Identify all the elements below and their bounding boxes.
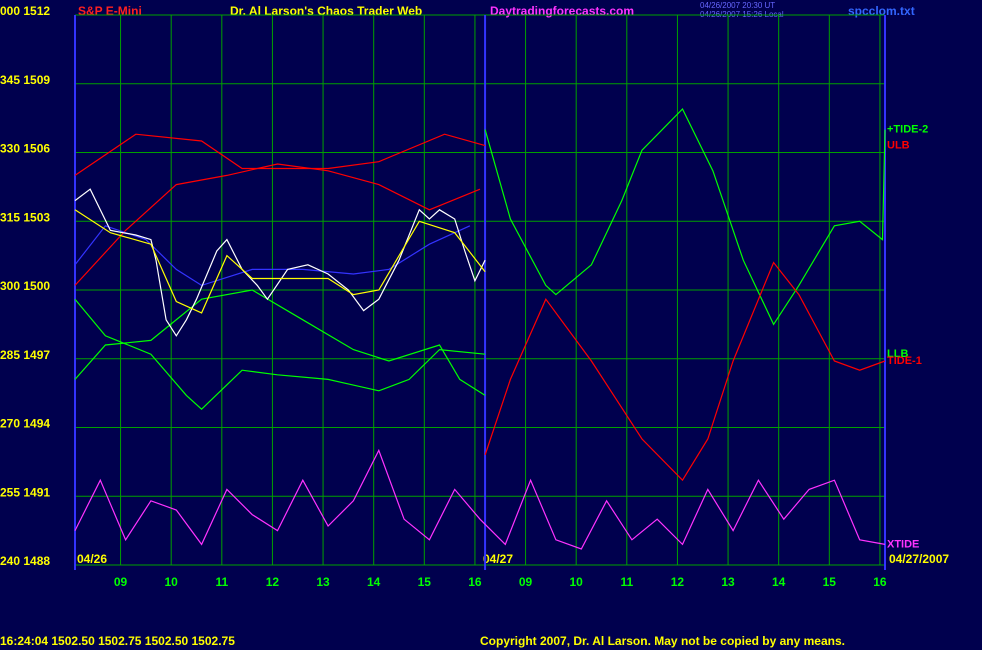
x-tick-label: 16 bbox=[873, 575, 887, 589]
x-tick-label: 16 bbox=[468, 575, 482, 589]
site: Daytradingforecasts.com bbox=[490, 4, 634, 18]
chart-title: Dr. Al Larson's Chaos Trader Web bbox=[230, 4, 422, 18]
series-label: +TIDE-2 bbox=[887, 123, 928, 135]
x-tick-label: 10 bbox=[570, 575, 584, 589]
date-start: 04/26 bbox=[77, 552, 107, 566]
stamp-ut: 04/26/2007 20:30 UT bbox=[700, 1, 775, 10]
series-line bbox=[74, 448, 886, 550]
series-line bbox=[74, 163, 481, 286]
series-label: ULB bbox=[887, 140, 910, 152]
x-tick-label: 13 bbox=[721, 575, 735, 589]
y-tick-label: 315 1503 bbox=[0, 210, 50, 224]
series-line bbox=[74, 209, 486, 314]
x-tick-label: 13 bbox=[316, 575, 330, 589]
series-line bbox=[484, 107, 886, 326]
symbol: S&P E-Mini bbox=[78, 4, 142, 18]
x-tick-label: 09 bbox=[519, 575, 533, 589]
y-tick-label: 240 1488 bbox=[0, 554, 50, 568]
y-tick-label: 285 1497 bbox=[0, 348, 50, 362]
date-end: 04/27/2007 bbox=[889, 552, 949, 566]
x-tick-label: 09 bbox=[114, 575, 128, 589]
series-line bbox=[74, 289, 486, 396]
y-tick-label: 330 1506 bbox=[0, 142, 50, 156]
x-tick-label: 12 bbox=[266, 575, 280, 589]
y-tick-label: 270 1494 bbox=[0, 417, 50, 431]
file-name: spcclom.txt bbox=[848, 4, 915, 18]
x-tick-label: 14 bbox=[367, 575, 381, 589]
series-label: XTIDE bbox=[887, 538, 919, 550]
quote: 16:24:04 1502.50 1502.75 1502.50 1502.75 bbox=[0, 634, 235, 648]
y-tick-label: 345 1509 bbox=[0, 73, 50, 87]
x-tick-label: 12 bbox=[671, 575, 685, 589]
series-line bbox=[74, 298, 486, 411]
x-tick-label: 14 bbox=[772, 575, 786, 589]
x-tick-label: 11 bbox=[620, 575, 633, 589]
series-line bbox=[484, 261, 886, 482]
date-break: 04/27 bbox=[483, 552, 513, 566]
x-tick-label: 15 bbox=[823, 575, 837, 589]
series-line bbox=[74, 225, 471, 287]
copyright: Copyright 2007, Dr. Al Larson. May not b… bbox=[480, 634, 845, 648]
y-tick-label: 255 1491 bbox=[0, 485, 50, 499]
y-tick-label: 000 1512 bbox=[0, 4, 50, 18]
series-label: TIDE-1 bbox=[887, 355, 922, 367]
y-tick-label: 300 1500 bbox=[0, 279, 50, 293]
x-tick-label: 15 bbox=[418, 575, 432, 589]
series-line bbox=[74, 133, 486, 176]
series-label: LLB bbox=[887, 348, 908, 360]
x-tick-label: 10 bbox=[165, 575, 179, 589]
x-tick-label: 11 bbox=[215, 575, 228, 589]
